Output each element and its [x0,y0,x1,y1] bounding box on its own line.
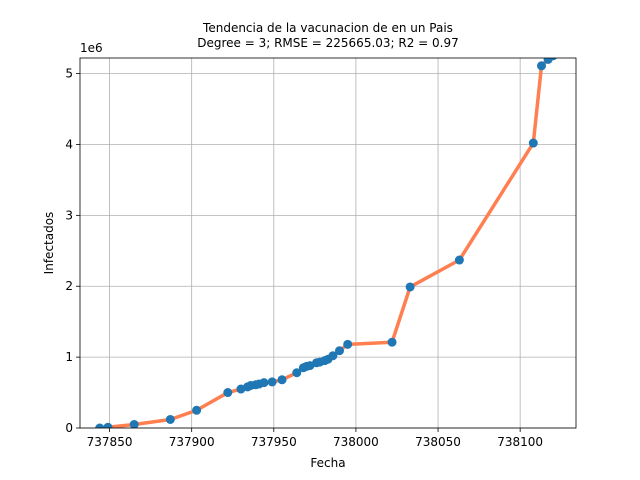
data-point [537,61,547,71]
x-tick-label: 738100 [497,435,543,449]
y-tick-label: 5 [65,67,73,81]
data-point [129,419,139,428]
data-point [103,422,113,428]
data-point [259,378,269,388]
y-tick-label: 1 [65,350,73,364]
data-point [343,339,353,349]
x-tick-label: 737900 [169,435,215,449]
x-tick-label: 737950 [251,435,297,449]
y-tick-labels: 0 1 2 3 4 5 [65,67,73,435]
tick-marks [76,73,521,432]
y-tick-label: 3 [65,208,73,222]
data-points-layer [95,58,557,428]
y-tick-label: 2 [65,279,73,293]
x-axis-label: Fecha [310,456,345,470]
y-tick-label: 0 [65,421,73,435]
data-point [405,282,415,292]
chart-title-line1: Tendencia de la vacunacion de en un Pais [202,21,453,35]
chart-title-line2: Degree = 3; RMSE = 225665.03; R2 = 0.97 [197,36,459,50]
x-tick-labels: 737850 737900 737950 738000 738050 738100 [87,435,543,449]
x-tick-label: 737850 [87,435,133,449]
axes-frame [79,57,577,429]
grid-lines [80,58,576,429]
data-point [95,423,105,428]
data-point [223,388,233,398]
plot-area [80,58,576,428]
data-point [528,138,538,148]
y-tick-label: 4 [65,137,73,151]
data-point [454,255,464,265]
data-point [192,405,202,415]
x-tick-label: 738000 [333,435,379,449]
data-point [549,58,557,61]
data-point [334,346,344,356]
y-axis-offset-label: 1e6 [80,41,103,55]
data-point [165,414,175,424]
data-point [277,375,287,385]
data-point [292,368,302,378]
data-point [267,377,277,387]
data-point [387,337,397,347]
x-tick-label: 738050 [415,435,461,449]
y-axis-label: Infectados [42,212,56,275]
data-point [328,351,338,361]
